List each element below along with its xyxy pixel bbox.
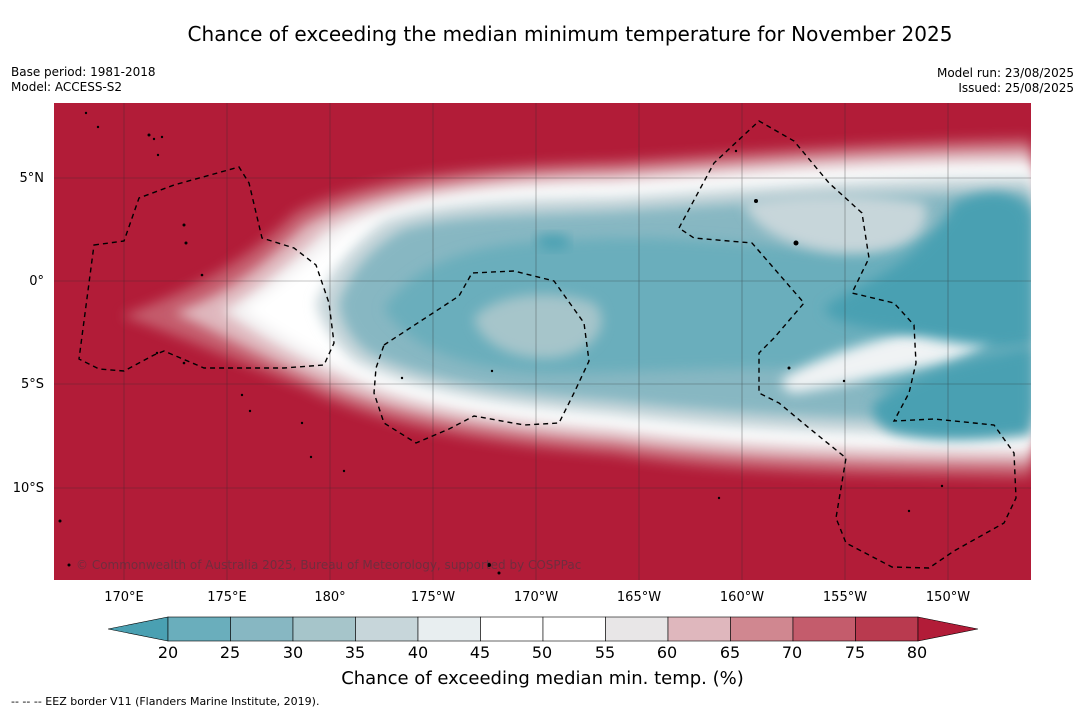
colorbar-cell [667, 616, 731, 642]
colorbar-graphic [107, 616, 979, 642]
cb-tick-60: 60 [656, 643, 678, 662]
cb-tick-35: 35 [344, 643, 366, 662]
lon-label-170e: 170°E [104, 590, 144, 605]
patch-core-west [534, 234, 570, 250]
cb-tick-50: 50 [531, 643, 553, 662]
eez-line-phoenix [678, 120, 1017, 569]
patch-core-southeast [872, 348, 1031, 440]
patch-core-east [824, 192, 1031, 347]
lat-label-0: 0° [29, 274, 44, 289]
eez-kiribati-gilbert [78, 166, 335, 372]
lon-label-175w: 175°W [410, 590, 456, 605]
cb-tick-25: 25 [219, 643, 241, 662]
colorbar-cell [355, 616, 419, 642]
colorbar-cell [167, 616, 231, 642]
model-run-text: Model run: 23/08/2025 [936, 66, 1074, 80]
cb-tick-55: 55 [594, 643, 616, 662]
lat-label-5s: 5°S [20, 377, 44, 392]
eez-borders [78, 120, 1017, 569]
lon-label-180: 180° [314, 590, 346, 605]
colorbar-cell [542, 616, 606, 642]
meta-left: Base period: 1981-2018 Model: ACCESS-S2 [11, 65, 156, 95]
cb-tick-20: 20 [157, 643, 179, 662]
issued-text: Issued: 25/08/2025 [958, 81, 1074, 95]
colorbar-label: Chance of exceeding median min. temp. (%… [341, 668, 744, 689]
copyright-notice: © Commonwealth of Australia 2025, Bureau… [76, 558, 582, 572]
lon-label-170w: 170°W [513, 590, 559, 605]
colorbar-cell [855, 616, 919, 642]
colorbar-cells [167, 616, 919, 642]
colorbar-cell [230, 616, 294, 642]
patch-light-central [474, 294, 602, 359]
cb-tick-30: 30 [282, 643, 304, 662]
map-panel: © Commonwealth of Australia 2025, Bureau… [54, 103, 1031, 580]
cb-tick-45: 45 [469, 643, 491, 662]
colorbar-cell [480, 616, 544, 642]
colorbar-cell [292, 616, 356, 642]
colorbar [107, 616, 979, 642]
model-text: Model: ACCESS-S2 [11, 80, 123, 94]
colorbar-low-arrow [107, 616, 169, 642]
lon-label-160w: 160°W [719, 590, 765, 605]
lon-label-150w: 150°W [925, 590, 971, 605]
cb-tick-75: 75 [844, 643, 866, 662]
colorbar-cell [605, 616, 669, 642]
colorbar-cell [792, 616, 856, 642]
map-title: Chance of exceeding the median minimum t… [187, 22, 953, 46]
lon-label-175e: 175°E [207, 590, 247, 605]
cb-tick-70: 70 [781, 643, 803, 662]
eez-footnote: -- -- -- EEZ border V11 (Flanders Marine… [11, 695, 320, 708]
islands [58, 111, 944, 575]
colorbar-cell [417, 616, 481, 642]
cb-tick-65: 65 [719, 643, 741, 662]
graticule [54, 103, 1031, 580]
colorbar-cell [730, 616, 794, 642]
probability-map [54, 103, 1031, 580]
eez-tuvalu-tokelau [373, 270, 590, 444]
cb-tick-40: 40 [407, 643, 429, 662]
lon-label-155w: 155°W [822, 590, 868, 605]
base-period-text: Base period: 1981-2018 [11, 65, 156, 79]
lat-label-5n: 5°N [19, 171, 45, 186]
cb-tick-80: 80 [906, 643, 928, 662]
colorbar-high-arrow [917, 616, 979, 642]
lat-label-10s: 10°S [12, 481, 44, 496]
meta-right: Model run: 23/08/2025 Issued: 25/08/2025 [937, 66, 1074, 96]
patch-light-northeast [744, 194, 926, 253]
lon-label-165w: 165°W [616, 590, 662, 605]
